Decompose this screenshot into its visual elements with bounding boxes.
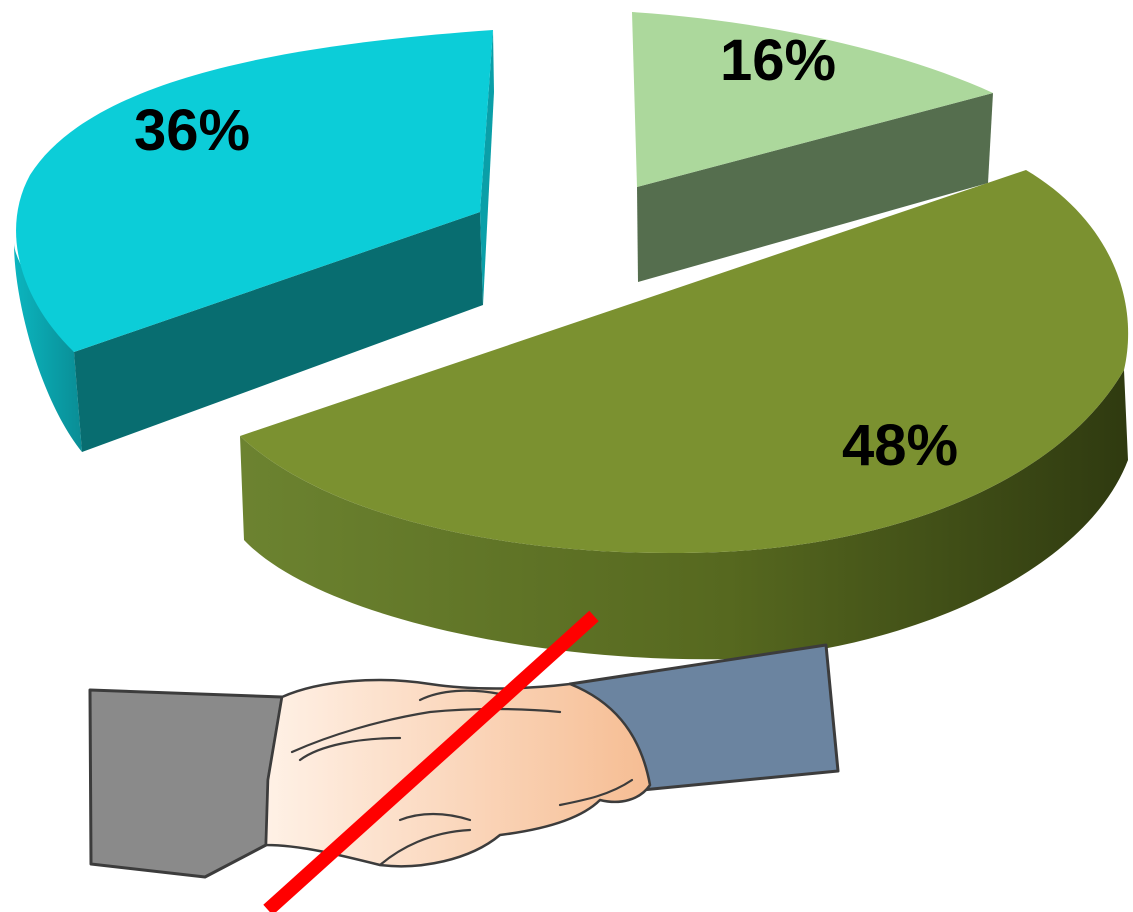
pie-slice-36 [14,30,494,452]
finger-line-2 [298,736,402,762]
pie-slice-48 [240,170,1129,660]
handshake-illustration [88,610,840,912]
pie-slice-16 [632,12,993,282]
slice-36-top [16,30,493,352]
slice-36-cut-edge [480,30,494,305]
finger-line-5 [558,778,634,807]
finger-line-6 [418,689,502,702]
slice-48-top [240,170,1129,554]
label-16: 16% [720,28,836,93]
slice-16-cut [637,93,993,282]
slice-36-side [14,243,82,452]
slice-36-cut [74,212,483,452]
left-sleeve [88,688,284,879]
finger-line-3 [378,828,472,867]
hands-skin [264,678,652,868]
slice-16-top [632,12,993,187]
slice-48-side [240,370,1128,660]
strike-line [263,610,599,912]
finger-line-1 [290,707,562,754]
label-36: 36% [134,98,250,163]
finger-line-4 [398,812,472,822]
label-48: 48% [842,413,958,478]
